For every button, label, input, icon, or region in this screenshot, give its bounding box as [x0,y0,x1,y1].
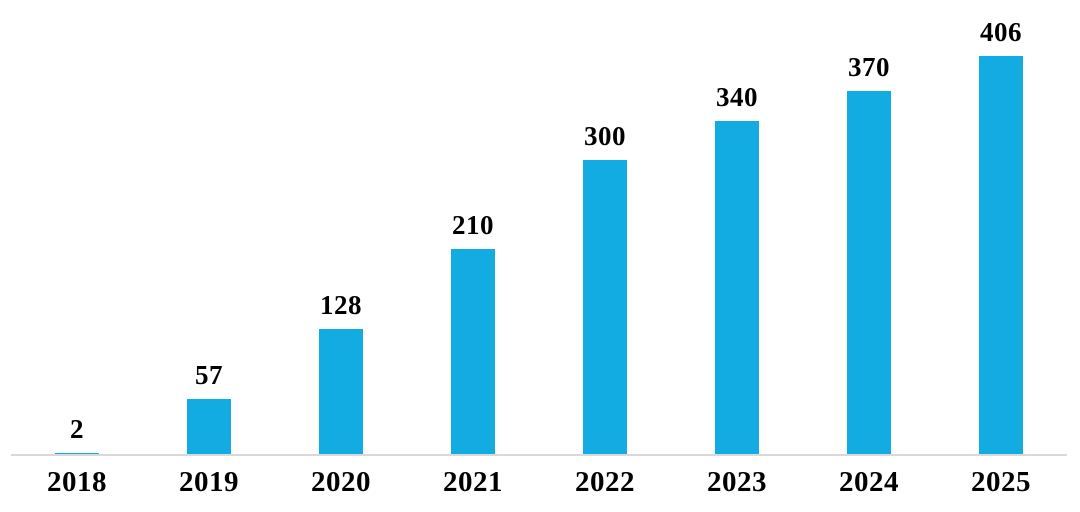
bar-column-2022: 300 [539,0,671,455]
x-axis-label-2019: 2019 [179,466,239,498]
bar-value-label: 128 [320,290,362,320]
x-axis-label-2022: 2022 [575,466,635,498]
x-axis-label-2021: 2021 [443,466,503,498]
bar-2023 [715,121,759,455]
bar-column-2025: 406 [935,0,1067,455]
bars-container: 2 57 128 210 300 340 370 406 [11,0,1067,455]
bar-value-label: 406 [980,17,1022,47]
bar-column-2024: 370 [803,0,935,455]
bar-value-label: 2 [70,414,84,444]
bar-value-label: 370 [848,52,890,82]
bar-column-2021: 210 [407,0,539,455]
x-axis-label-2020: 2020 [311,466,371,498]
bar-2024 [847,91,891,455]
bar-column-2018: 2 [11,0,143,455]
x-axis-line [11,454,1067,456]
x-axis-label-2024: 2024 [839,466,899,498]
bar-column-2023: 340 [671,0,803,455]
bar-value-label: 57 [195,360,223,390]
bar-value-label: 300 [584,121,626,151]
bar-value-label: 210 [452,210,494,240]
bar-2021 [451,249,495,455]
x-axis-label-2018: 2018 [47,466,107,498]
bar-column-2020: 128 [275,0,407,455]
bar-2019 [187,399,231,455]
bar-2022 [583,160,627,455]
bar-column-2019: 57 [143,0,275,455]
x-axis-label-2023: 2023 [707,466,767,498]
plot-area: 2 57 128 210 300 340 370 406 2018 2019 2020 2021 20… [11,0,1067,512]
x-axis-labels: 2018 2019 2020 2021 2022 2023 2024 2025 [11,468,1067,497]
bar-value-label: 340 [716,82,758,112]
bar-2020 [319,329,363,455]
x-axis-label-2025: 2025 [971,466,1031,498]
bar-2025 [979,56,1023,455]
